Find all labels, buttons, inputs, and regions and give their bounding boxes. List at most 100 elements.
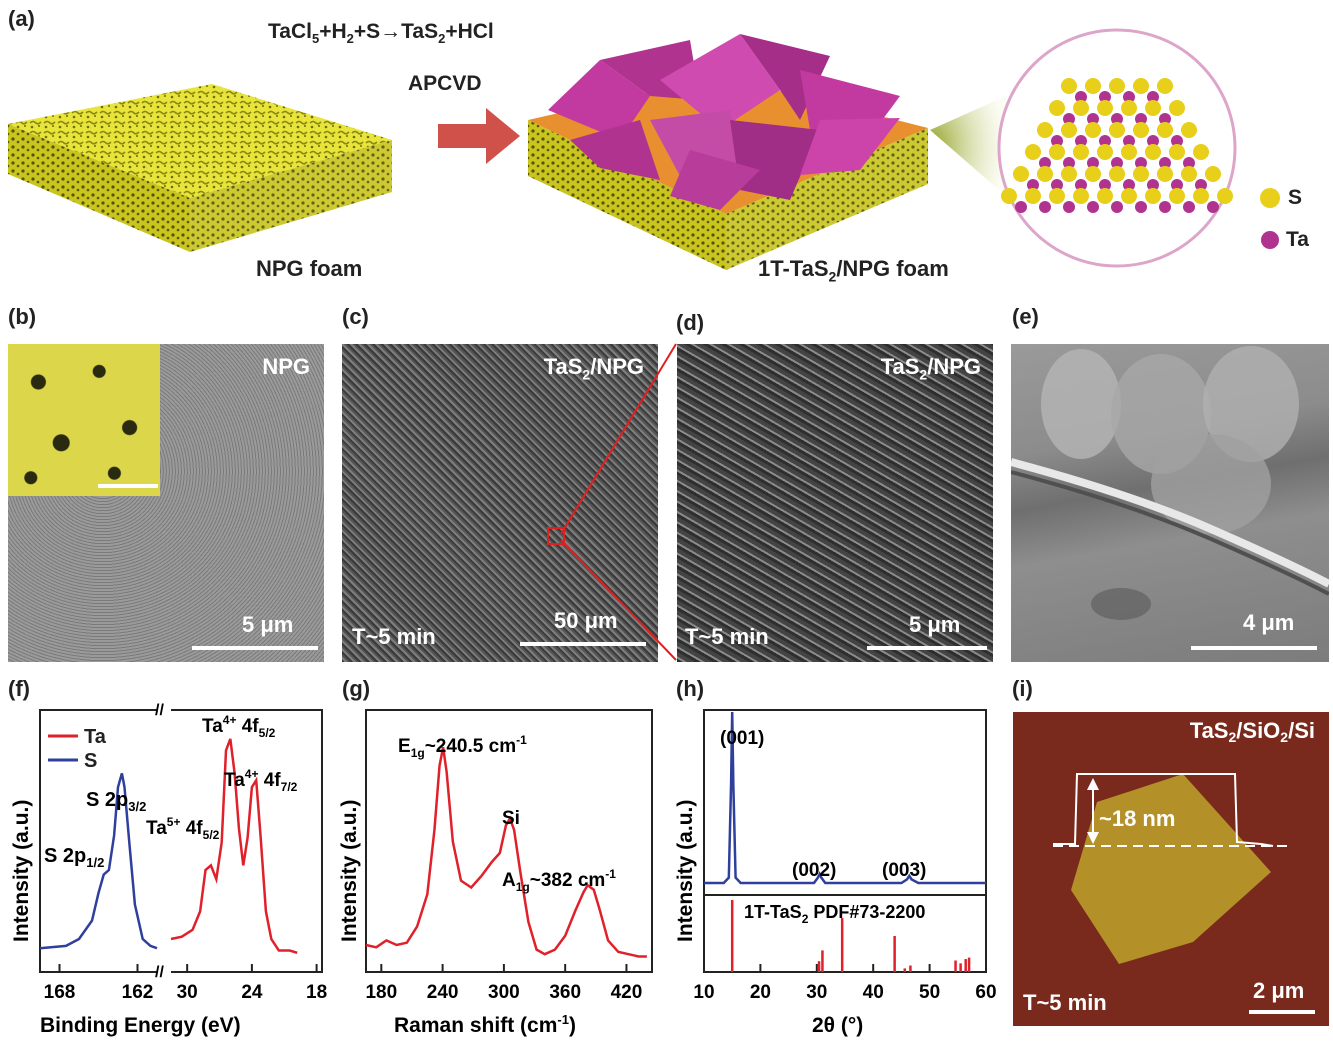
annotation-s2p32: S 2p3/2	[86, 789, 146, 814]
tantalum-atom	[1087, 201, 1099, 213]
sem-e-drawing	[1011, 346, 1329, 620]
legend-ta-marker	[1261, 231, 1279, 249]
sulfur-atom	[1049, 144, 1065, 160]
tantalum-atom	[1099, 135, 1111, 147]
x-tick-label: 360	[549, 982, 581, 1003]
sulfur-atom	[1097, 100, 1113, 116]
structure-circle	[997, 28, 1237, 268]
tantalum-atom	[1147, 91, 1159, 103]
height-arrow-head-up	[1087, 778, 1099, 790]
x-tick-label: 24	[241, 982, 263, 1003]
sulfur-atom	[1109, 166, 1125, 182]
x-tick-label: 18	[306, 982, 327, 1003]
tantalum-atom	[1135, 201, 1147, 213]
tantalum-atom	[1111, 157, 1123, 169]
legend-s-label: S	[1288, 186, 1303, 209]
chart-f-ylabel: Intensity (a.u.)	[10, 800, 33, 942]
sem-b-scale-text: 5 μm	[242, 612, 294, 637]
sem-c-time: T~5 min	[352, 624, 436, 649]
tantalum-atom	[1195, 179, 1207, 191]
annotation-si: Si	[502, 808, 520, 829]
tantalum-atom	[1159, 113, 1171, 125]
sem-image-e: 4 μm	[1011, 344, 1329, 662]
chart-g-xlabel: Raman shift (cm-1)	[394, 1012, 576, 1037]
sulfur-atom	[1133, 78, 1149, 94]
tantalum-atom	[1027, 179, 1039, 191]
afm-scale-text: 2 μm	[1253, 978, 1305, 1003]
tantalum-atom	[1171, 179, 1183, 191]
axis-break-mark-top: //	[155, 702, 164, 719]
zoom-box	[547, 527, 565, 545]
sem-d-tag-text: TaS2/NPG	[880, 354, 981, 383]
afm-tag: TaS2/SiO2/Si	[1189, 718, 1315, 745]
height-profile	[1053, 773, 1274, 847]
sulfur-atom	[1049, 188, 1065, 204]
annotation-s2p12: S 2p1/2	[44, 845, 104, 870]
sulfur-atom	[1001, 188, 1017, 204]
sem-e-scale-bar	[1191, 646, 1317, 650]
sulfur-atom	[1061, 122, 1077, 138]
sem-c-tag: TaS2/NPG	[544, 354, 644, 382]
chart-h-ylabel: Intensity (a.u.)	[674, 800, 697, 942]
zoom-lines	[560, 343, 677, 661]
sulfur-atom	[1121, 100, 1137, 116]
reaction-equation: TaCl5+H2+S→TaS2+HCl	[268, 20, 494, 46]
schematic-a	[8, 28, 1280, 270]
sulfur-atom	[1109, 122, 1125, 138]
afm-drawing	[1053, 773, 1289, 964]
sulfur-atom	[1121, 188, 1137, 204]
sulfur-atom	[1157, 78, 1173, 94]
chart-g-frame	[365, 709, 653, 973]
sem-c-tag-text: TaS2/NPG	[543, 354, 644, 383]
sulfur-atom	[1025, 188, 1041, 204]
sem-image-d: TaS2/NPG T~5 min 5 μm	[677, 344, 993, 662]
panel-d-label: (d)	[676, 310, 705, 335]
afm-height-label: ~18 nm	[1099, 806, 1176, 831]
panel-f-label: (f)	[8, 676, 30, 701]
sem-b-scale-bar	[192, 646, 318, 650]
sem-c-scale-text: 50 μm	[554, 608, 618, 633]
sulfur-atom	[1025, 144, 1041, 160]
sulfur-atom	[1133, 122, 1149, 138]
annotation-ta5-4f52: Ta5+ 4f5/2	[146, 815, 220, 842]
sulfur-atom	[1049, 100, 1065, 116]
series-s-line	[39, 773, 158, 950]
panel-g-label: (g)	[342, 676, 371, 701]
tantalum-atom	[1039, 201, 1051, 213]
chart-h-frame	[703, 709, 987, 973]
sulfur-atom	[1145, 144, 1161, 160]
sulfur-atom	[1217, 188, 1233, 204]
process-arrow	[438, 108, 520, 164]
tantalum-atom	[1015, 201, 1027, 213]
tas2-npg-foam-caption: 1T-TaS2/NPG foam	[758, 256, 949, 285]
tantalum-atom	[1087, 113, 1099, 125]
sem-e-scale-text: 4 μm	[1243, 610, 1295, 635]
sulfur-atom	[1181, 166, 1197, 182]
panel-h-label: (h)	[676, 676, 705, 701]
tantalum-atom	[1123, 135, 1135, 147]
sulfur-atom	[1013, 166, 1029, 182]
sulfur-atom	[1061, 166, 1077, 182]
panel-b-label: (b)	[8, 304, 37, 329]
tantalum-atom	[1159, 201, 1171, 213]
tantalum-atom	[1051, 135, 1063, 147]
tantalum-atom	[1159, 157, 1171, 169]
annotation-002: (002)	[792, 860, 836, 881]
tas2-npg-foam-block	[528, 34, 928, 270]
tantalum-atom	[1147, 135, 1159, 147]
sulfur-atom	[1037, 166, 1053, 182]
annotation-ta4-4f52: Ta4+ 4f5/2	[202, 713, 276, 740]
tantalum-atom	[1087, 157, 1099, 169]
tantalum-atom	[1135, 157, 1147, 169]
sem-d-time: T~5 min	[685, 624, 769, 649]
sulfur-atom	[1157, 122, 1173, 138]
sem-image-c: TaS2/NPG T~5 min 50 μm	[342, 344, 658, 662]
axis-break-top	[157, 704, 171, 716]
tantalum-atom	[1123, 91, 1135, 103]
annotation-003: (003)	[882, 860, 926, 881]
sem-d-tag: TaS2/NPG	[881, 354, 981, 382]
sulfur-atom	[1169, 100, 1185, 116]
sulfur-atom	[1109, 78, 1125, 94]
reference-label: 1T-TaS2 PDF#73-2200	[744, 902, 925, 926]
sulfur-atom	[1145, 100, 1161, 116]
